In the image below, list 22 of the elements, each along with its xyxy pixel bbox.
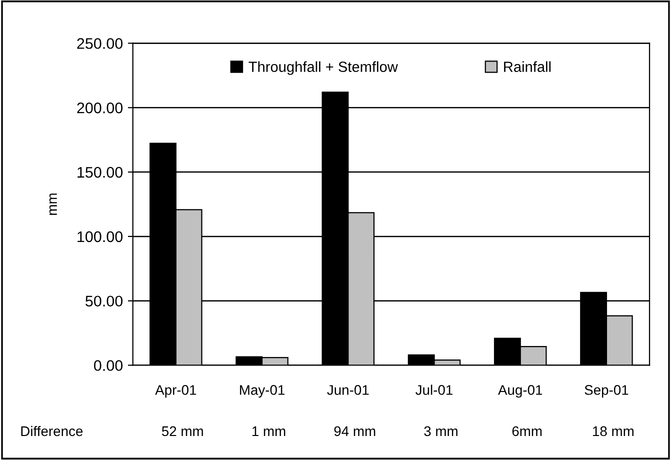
text: 3 mm [424, 426, 458, 436]
legend-label: Rainfall [504, 61, 551, 72]
y-tick-label: 0.00 [94, 360, 123, 371]
text: 18 mm [593, 426, 634, 436]
y-tick-label: 250.00 [77, 38, 123, 49]
y-tick-label: 150.00 [78, 166, 123, 178]
y-tick-label: 200.00 [77, 102, 123, 114]
text: 52 mm [162, 426, 203, 436]
x-tick-label: Sep-01 [584, 385, 628, 398]
text: 1 mm [252, 426, 286, 436]
y-axis-title: mm [49, 194, 57, 215]
x-tick-label: Jun-01 [327, 385, 369, 395]
text: 6mm [512, 426, 542, 436]
y-tick-label: 50.00 [86, 296, 123, 307]
text: Difference [21, 426, 83, 436]
text: 94 mm [334, 426, 376, 436]
x-tick-label: Aug-01 [498, 385, 542, 398]
y-tick-label: 100.00 [78, 231, 123, 242]
x-tick-label: Apr-01 [155, 385, 196, 398]
legend-label: Throughfall + Stemflow [248, 61, 398, 75]
x-tick-label: Jul-01 [416, 384, 452, 395]
x-tick-label: May-01 [240, 385, 285, 398]
